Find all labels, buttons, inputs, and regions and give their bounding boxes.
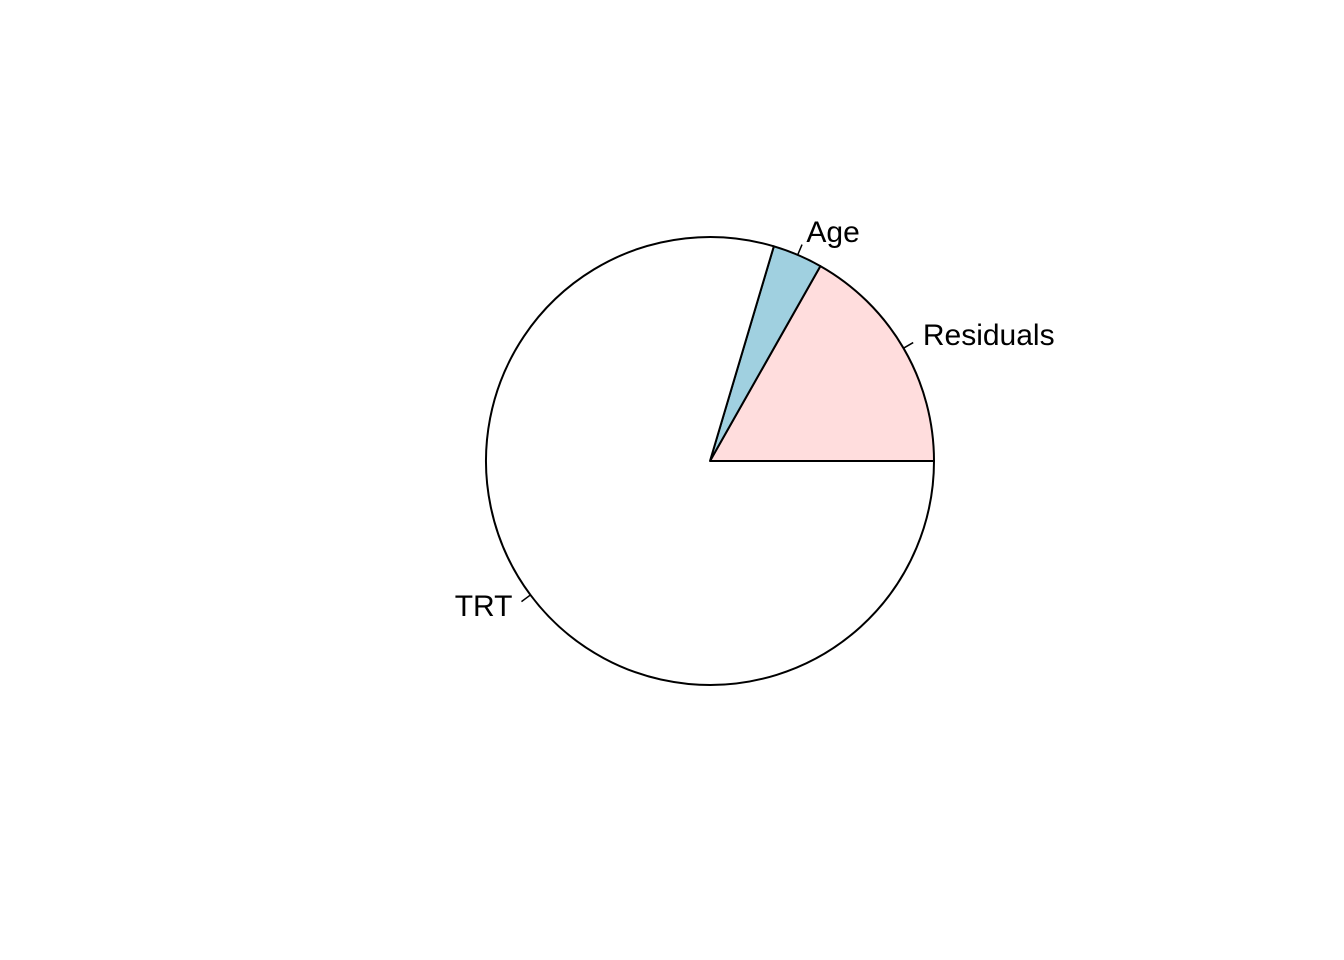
pie-label-ticks (521, 244, 914, 603)
pie-tick-residuals (903, 341, 914, 349)
pie-label-residuals: Residuals (923, 319, 1055, 352)
pie-label-age: Age (806, 216, 859, 249)
pie-slices (485, 236, 935, 686)
pie-labels: Residuals Age TRT (455, 216, 1055, 623)
pie-tick-age (796, 244, 803, 256)
pie-slice-residuals (709, 265, 935, 462)
pie-slice-trt (485, 236, 935, 686)
pie-label-trt: TRT (455, 590, 513, 623)
pie-tick-trt (521, 594, 531, 603)
